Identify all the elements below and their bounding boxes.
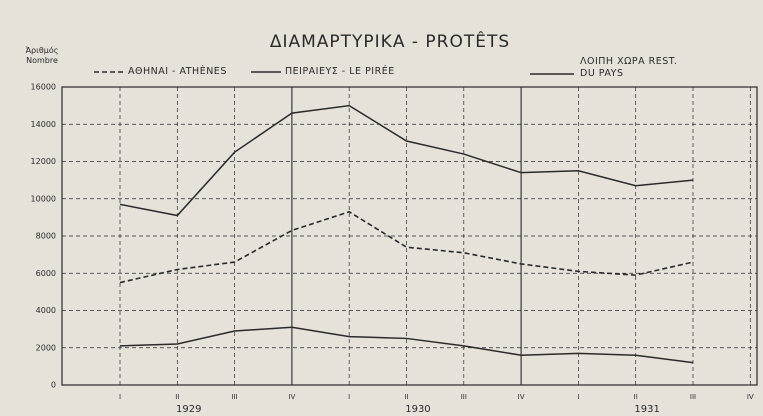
x-tick-label: IV (747, 393, 754, 401)
x-tick-label: IV (518, 393, 525, 401)
year-label: 1931 (634, 404, 659, 415)
x-tick-label: I (577, 393, 579, 401)
year-label: 1930 (405, 404, 430, 415)
chart-title: ΔΙΑΜΑΡΤΥΡΙΚΑ - PROTÊTS (270, 30, 510, 52)
y-tick-label: 0 (51, 381, 56, 390)
y-tick-label: 8000 (36, 232, 56, 241)
legend-label: ΑΘΗΝΑΙ - ATHÈNES (128, 66, 227, 77)
series-line (119, 326, 694, 364)
x-tick-label: IV (288, 393, 295, 401)
y-tick-label: 2000 (36, 343, 56, 352)
y-tick-label: 6000 (36, 269, 56, 278)
x-tick-label: I (348, 393, 350, 401)
y-axis-label: Ἀριθμός Nombre (25, 46, 59, 65)
y-tick-label: 16000 (31, 83, 56, 92)
y-tick-label: 4000 (36, 306, 56, 315)
y-tick-label: 14000 (31, 120, 56, 129)
x-tick-label: II (404, 393, 408, 401)
x-tick-label: III (231, 393, 237, 401)
y-tick-label: 10000 (31, 194, 56, 203)
y-tick-label: 12000 (31, 157, 56, 166)
x-tick-label: III (690, 393, 696, 401)
year-label: 1929 (176, 404, 201, 415)
series-line (119, 104, 694, 217)
x-tick-label: I (119, 393, 121, 401)
legend-label: ΠΕΙΡΑΙΕΥΣ - LE PIRÉE (285, 66, 395, 77)
x-tick-label: II (634, 393, 638, 401)
x-tick-label: III (461, 393, 467, 401)
series-line (119, 210, 694, 284)
x-tick-label: II (175, 393, 179, 401)
legend-label: ΛΟΙΠΗ ΧΩΡΑ REST. DU PAYS (580, 56, 678, 79)
